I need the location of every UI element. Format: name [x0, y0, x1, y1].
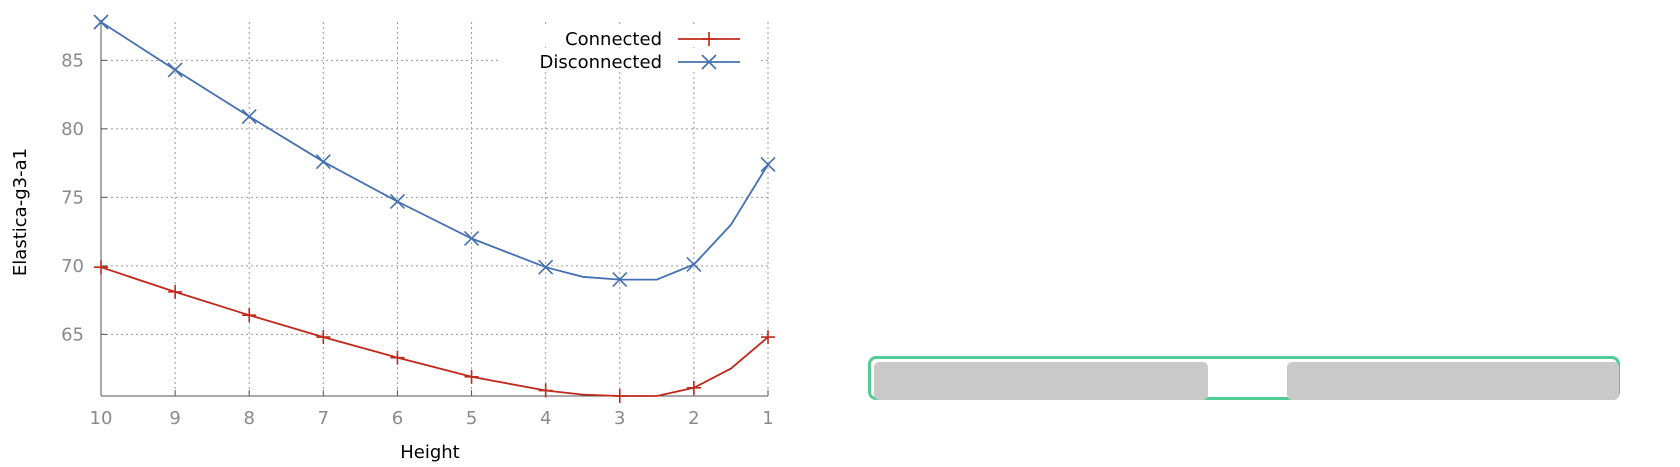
legend-label: Disconnected [540, 52, 663, 73]
data-point [761, 330, 775, 345]
segmented-bar-widget [868, 356, 1620, 400]
legend-swatch-marker [701, 54, 717, 70]
chart-grid [100, 22, 769, 396]
x-axis-label: Height [400, 442, 460, 463]
y-tick-label: 65 [61, 324, 84, 345]
data-point [538, 259, 554, 275]
series-line [100, 266, 769, 397]
x-tick-label: 9 [169, 408, 180, 429]
data-point [538, 383, 553, 398]
x-tick-label: 2 [688, 408, 699, 429]
data-point [463, 230, 480, 247]
legend-label: Connected [565, 29, 662, 50]
data-point [241, 108, 257, 125]
data-point [94, 260, 108, 275]
y-tick-label: 80 [61, 119, 84, 140]
data-point [390, 350, 405, 365]
series-disconnected [93, 14, 776, 288]
chart-series [93, 14, 776, 403]
chart-axes [100, 20, 768, 397]
y-tick-label: 75 [61, 187, 84, 208]
bar-segment-right [1287, 362, 1619, 400]
bar-segment-left [874, 362, 1208, 400]
data-point [167, 62, 183, 78]
data-point [242, 308, 257, 323]
x-tick-label: 1 [762, 408, 773, 429]
x-tick-label: 10 [90, 408, 113, 429]
x-tick-label: 8 [243, 408, 254, 429]
data-point [168, 284, 183, 299]
y-axis-label: Elastica-g3-a1 [10, 148, 31, 276]
legend-bg [500, 48, 758, 70]
data-point [464, 369, 479, 384]
data-point [612, 271, 628, 288]
data-point [612, 389, 627, 403]
series-connected [94, 260, 775, 403]
data-point [389, 193, 406, 210]
data-point [315, 154, 331, 170]
legend-swatch-marker [702, 32, 716, 46]
x-tick-label: 7 [318, 408, 329, 429]
data-point [760, 156, 776, 173]
y-tick-label: 70 [61, 256, 84, 277]
data-point [686, 256, 702, 273]
x-tick-label: 3 [614, 408, 625, 429]
x-tick-label: 6 [392, 408, 403, 429]
x-tick-label: 5 [466, 408, 477, 429]
legend-bg [500, 25, 758, 47]
y-tick-label: 85 [61, 50, 84, 71]
x-tick-label: 4 [540, 408, 551, 429]
data-point [316, 330, 331, 345]
data-point [93, 14, 109, 30]
data-point [686, 380, 701, 395]
